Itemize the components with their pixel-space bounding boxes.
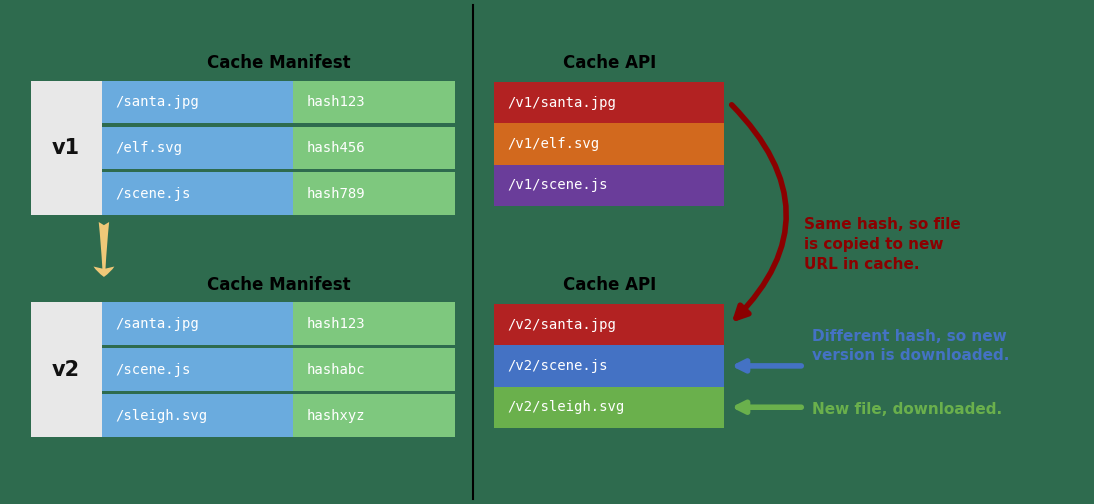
Bar [494, 345, 724, 387]
Text: hash456: hash456 [306, 141, 365, 155]
Text: hashxyz: hashxyz [306, 409, 365, 422]
FancyArrowPatch shape [737, 402, 801, 412]
Text: hash123: hash123 [306, 317, 365, 331]
Bar [102, 127, 293, 169]
Bar [102, 81, 293, 123]
Text: hashabc: hashabc [306, 363, 365, 376]
Text: /elf.svg: /elf.svg [115, 141, 182, 155]
Bar [102, 394, 293, 437]
Bar [102, 172, 293, 215]
Text: Cache Manifest: Cache Manifest [207, 276, 350, 294]
Text: hash123: hash123 [306, 95, 365, 109]
FancyArrowPatch shape [93, 222, 115, 277]
Text: New file, downloaded.: New file, downloaded. [812, 402, 1002, 417]
FancyArrowPatch shape [732, 105, 787, 318]
Text: v2: v2 [53, 360, 80, 380]
Text: /scene.js: /scene.js [115, 187, 190, 201]
Bar [31, 302, 102, 437]
Bar [293, 394, 455, 437]
Bar [293, 348, 455, 391]
Bar [494, 304, 724, 345]
Text: /scene.js: /scene.js [115, 363, 190, 376]
Text: /v1/elf.svg: /v1/elf.svg [508, 137, 600, 151]
Text: /v2/scene.js: /v2/scene.js [508, 359, 608, 373]
Bar [494, 82, 724, 123]
Text: Same hash, so file
is copied to new
URL in cache.: Same hash, so file is copied to new URL … [804, 217, 961, 272]
Bar [494, 123, 724, 165]
Text: /santa.jpg: /santa.jpg [115, 317, 199, 331]
Bar [293, 127, 455, 169]
Bar [293, 172, 455, 215]
Bar [494, 165, 724, 206]
Text: Cache API: Cache API [562, 276, 656, 294]
Text: v1: v1 [53, 138, 80, 158]
Bar [102, 302, 293, 345]
Text: Cache API: Cache API [562, 54, 656, 72]
Text: /v2/sleigh.svg: /v2/sleigh.svg [508, 400, 625, 414]
Bar [293, 81, 455, 123]
Text: Cache Manifest: Cache Manifest [207, 54, 350, 72]
Text: /santa.jpg: /santa.jpg [115, 95, 199, 109]
Bar [494, 387, 724, 428]
FancyArrowPatch shape [737, 361, 801, 371]
Text: hash789: hash789 [306, 187, 365, 201]
Bar [31, 81, 102, 215]
Text: /v1/santa.jpg: /v1/santa.jpg [508, 96, 617, 110]
Text: /v2/santa.jpg: /v2/santa.jpg [508, 318, 617, 332]
Bar [293, 302, 455, 345]
Bar [102, 348, 293, 391]
Text: Different hash, so new
version is downloaded.: Different hash, so new version is downlo… [812, 329, 1009, 363]
Text: /sleigh.svg: /sleigh.svg [115, 409, 207, 422]
Text: /v1/scene.js: /v1/scene.js [508, 178, 608, 193]
